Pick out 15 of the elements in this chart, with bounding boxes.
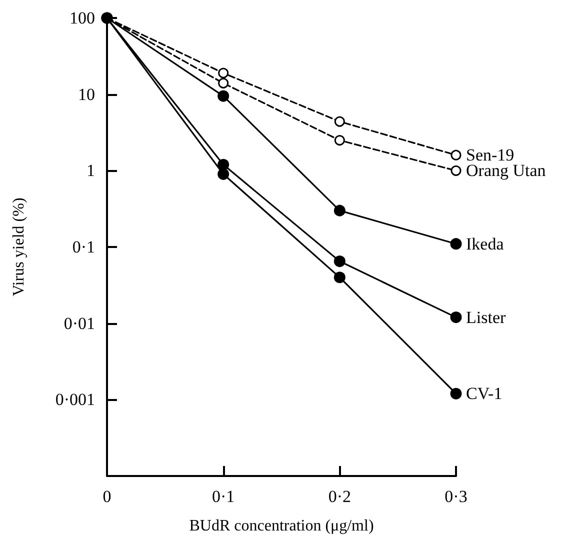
y-axis-title: Virus yield (%) (10, 198, 28, 296)
x-tick-label: 0·1 (212, 487, 235, 506)
y-tick-label: 1 (86, 161, 95, 180)
series-label: Lister (466, 308, 506, 327)
y-tick-label: 0·01 (64, 314, 95, 333)
x-tick-label: 0 (102, 487, 112, 506)
y-tick-label: 0·001 (55, 390, 95, 410)
x-axis-title: BUdR concentration (μg/ml) (189, 518, 374, 534)
y-tick-label: 100 (70, 8, 95, 28)
x-tick-label: 0·2 (328, 487, 352, 506)
y-tick-label: 0·1 (72, 238, 95, 256)
y-tick-label: 10 (78, 84, 95, 104)
x-tick-label: 0·3 (444, 487, 468, 506)
series-label: CV-1 (466, 384, 502, 404)
series-label: Ikeda (466, 234, 504, 254)
